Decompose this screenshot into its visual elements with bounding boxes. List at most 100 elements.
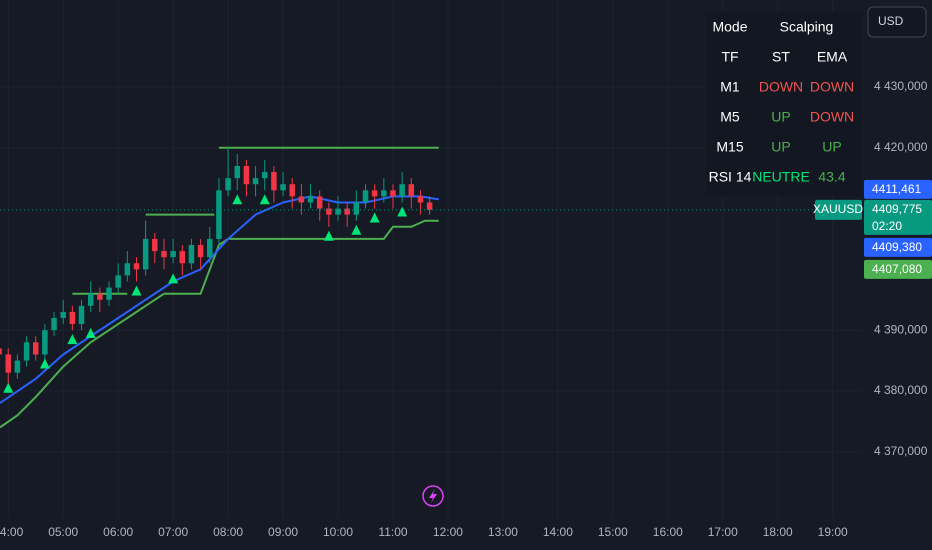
candle-body [97,293,103,300]
candle-body [115,275,121,288]
icon-bolt[interactable] [429,489,437,503]
info-table: Mode Scalping TF ST EMA M1 DOWN DOWN M5 UP DOWN M15… [706,12,862,196]
signal-marker [67,334,78,345]
x-tick-label: 19:00 [818,525,848,539]
symbol-label: XAUUSD [813,202,863,216]
price-tag-label: 4409,775 [872,202,922,216]
price-tag [864,259,932,279]
candle-body [344,208,350,215]
candle-body [170,251,176,258]
candle-body [362,190,369,203]
icon-circle[interactable] [422,485,444,507]
signal-marker [397,206,408,217]
symbol-tag [815,199,862,220]
table-cell: DOWN [810,109,854,125]
table-cell: RSI 14 [709,169,752,185]
candle-body [197,245,204,258]
candle-body [261,172,268,179]
table-background [706,12,862,196]
table-cell: ST [772,49,790,65]
candle-body [51,317,57,331]
signal-marker [369,212,380,223]
price-tag-label: 4407,080 [872,262,922,276]
candle-body [142,238,149,270]
candle-body [371,190,378,197]
signal-marker [3,382,14,393]
table-cell: M1 [720,79,740,95]
x-tick-label: 11:00 [378,525,407,539]
candle-body [207,238,213,258]
candle-body [326,208,332,215]
candle-body [42,330,48,355]
price-tag-label: 4409,380 [872,240,922,254]
y-tick-label: 4 370,000 [874,444,928,458]
currency-button[interactable]: USD [867,6,927,38]
currency-label[interactable]: USD [878,14,904,28]
button-frame[interactable] [867,6,927,38]
x-tick-label: 12:00 [433,525,463,539]
candle-body [188,245,195,264]
table-cell: UP [822,139,841,155]
signal-marker [259,194,270,205]
candle-body [78,305,85,325]
x-tick-label: 06:00 [103,525,133,539]
candle-body [23,342,30,361]
x-tick-label: 14:00 [543,525,573,539]
signal-marker [85,328,96,339]
candle-body [87,293,94,306]
x-tick-label: 13:00 [488,525,518,539]
candle-body [307,196,314,203]
candle-body [353,202,360,215]
candle-body [280,184,286,191]
candle-body [408,184,415,197]
candle-body [60,311,66,318]
candle-body [399,184,405,197]
candle-body [0,348,2,355]
candle-body [5,354,11,373]
y-tick-label: 4 390,000 [874,322,928,336]
candle-body [32,342,39,355]
x-tick-label: 15:00 [598,525,628,539]
table-cell: Scalping [780,19,834,35]
candle-body [216,190,222,239]
candle-body [225,178,231,191]
candle-body [335,208,341,215]
x-tick-label: 17:00 [708,525,738,539]
signal-marker [323,230,334,241]
table-cell: UP [771,109,790,125]
candle-body [243,165,250,185]
candle-body [298,196,305,203]
candle-body [133,263,140,270]
table-cell: UP [771,139,790,155]
table-cell: DOWN [759,79,803,95]
y-tick-label: 4 430,000 [874,79,928,93]
signal-marker [168,273,179,284]
price-tag [864,237,932,257]
table-cell: Mode [712,19,747,35]
candle-body [252,178,259,185]
signal-marker [351,224,362,235]
candle-body [161,251,167,258]
signal-marker [232,194,243,205]
table-cell: TF [721,49,738,65]
candle-body [179,251,186,264]
candle-body [381,190,387,197]
candle-body [426,202,433,210]
signal-marker [131,285,142,296]
alert-icon[interactable] [422,485,444,507]
candle-body [124,263,131,276]
plot [0,146,439,429]
table-cell: DOWN [810,79,854,95]
candle-body [106,287,112,300]
price-tag-label: 4411,461 [872,182,921,196]
countdown: 02:20 [872,219,902,233]
x-tick-label: 07:00 [158,525,188,539]
price-tag [864,179,932,199]
indicator-line [0,219,439,429]
table-cell: 43.4 [818,169,845,185]
candle-body [152,238,158,252]
candle-body [69,311,76,325]
table-cell: M15 [716,139,743,155]
y-tick-label: 4 420,000 [874,140,928,154]
